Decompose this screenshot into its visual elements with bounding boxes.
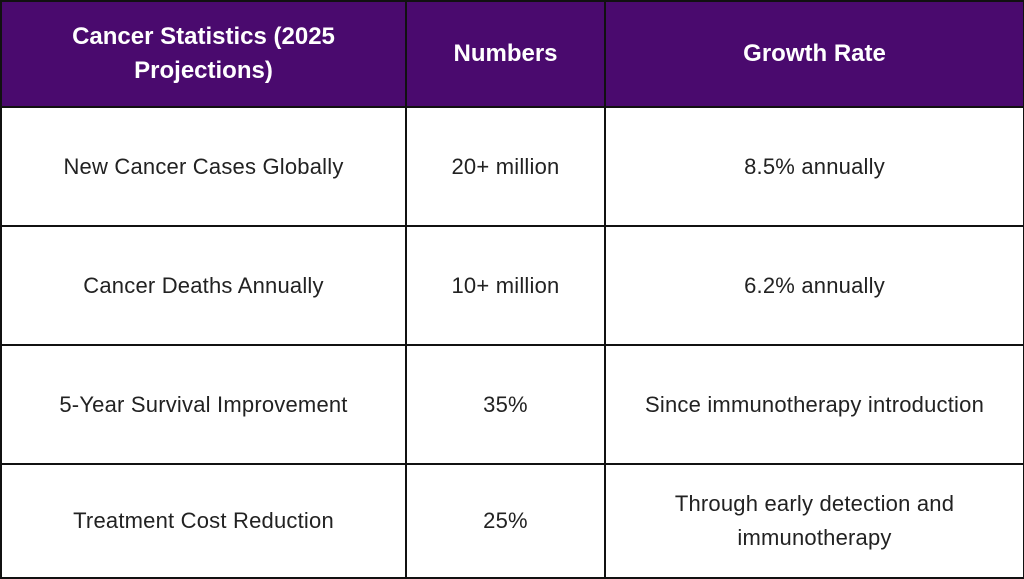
cell-growth-rate: Since immunotherapy introduction — [604, 344, 1024, 465]
header-cell-growth-rate: Growth Rate — [604, 0, 1024, 108]
cell-statistic: Treatment Cost Reduction — [0, 463, 407, 579]
table-header: Cancer Statistics (2025 Projections) Num… — [0, 0, 1024, 108]
table-body: New Cancer Cases Globally 20+ million 8.… — [0, 106, 1024, 579]
cell-number: 35% — [405, 344, 606, 465]
table-row: Cancer Deaths Annually 10+ million 6.2% … — [0, 225, 1024, 346]
table-row: 5-Year Survival Improvement 35% Since im… — [0, 344, 1024, 465]
header-cell-statistic: Cancer Statistics (2025 Projections) — [0, 0, 407, 108]
cell-growth-rate: 6.2% annually — [604, 225, 1024, 346]
header-cell-numbers: Numbers — [405, 0, 606, 108]
table-row: Treatment Cost Reduction 25% Through ear… — [0, 463, 1024, 579]
cell-number: 10+ million — [405, 225, 606, 346]
cell-growth-rate: 8.5% annually — [604, 106, 1024, 227]
cell-number: 25% — [405, 463, 606, 579]
cell-growth-rate: Through early detection and immunotherap… — [604, 463, 1024, 579]
cell-statistic: 5-Year Survival Improvement — [0, 344, 407, 465]
header-row: Cancer Statistics (2025 Projections) Num… — [0, 0, 1024, 108]
cell-number: 20+ million — [405, 106, 606, 227]
table-row: New Cancer Cases Globally 20+ million 8.… — [0, 106, 1024, 227]
cell-statistic: Cancer Deaths Annually — [0, 225, 407, 346]
cell-statistic: New Cancer Cases Globally — [0, 106, 407, 227]
